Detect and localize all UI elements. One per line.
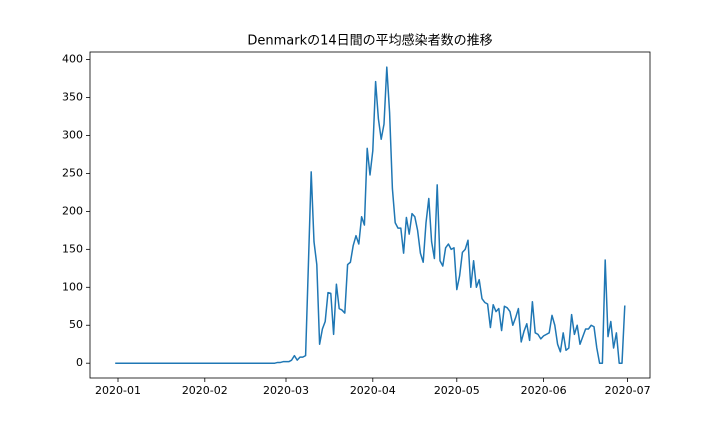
plot-frame	[89, 51, 651, 379]
line	[115, 66, 626, 364]
x-tick-label: 2020-01	[95, 384, 141, 397]
y-tick-label: 100	[62, 280, 83, 293]
y-tick-label: 50	[69, 318, 83, 331]
x-tick-label: 2020-05	[434, 384, 480, 397]
x-tick-label: 2020-04	[350, 384, 396, 397]
x-tick-label: 2020-06	[521, 384, 567, 397]
y-tick-label: 400	[62, 53, 83, 66]
y-tick-label: 250	[62, 166, 83, 179]
x-tick-label: 2020-07	[605, 384, 651, 397]
chart-title: Denmarkの14日間の平均感染者数の推移	[247, 33, 492, 49]
y-tick-label: 150	[62, 242, 83, 255]
y-tick-label: 300	[62, 128, 83, 141]
y-tick-label: 200	[62, 204, 83, 217]
y-tick-label: 0	[76, 356, 83, 369]
x-tick-label: 2020-03	[263, 384, 309, 397]
x-tick-label: 2020-02	[182, 384, 228, 397]
y-tick-label: 350	[62, 91, 83, 104]
